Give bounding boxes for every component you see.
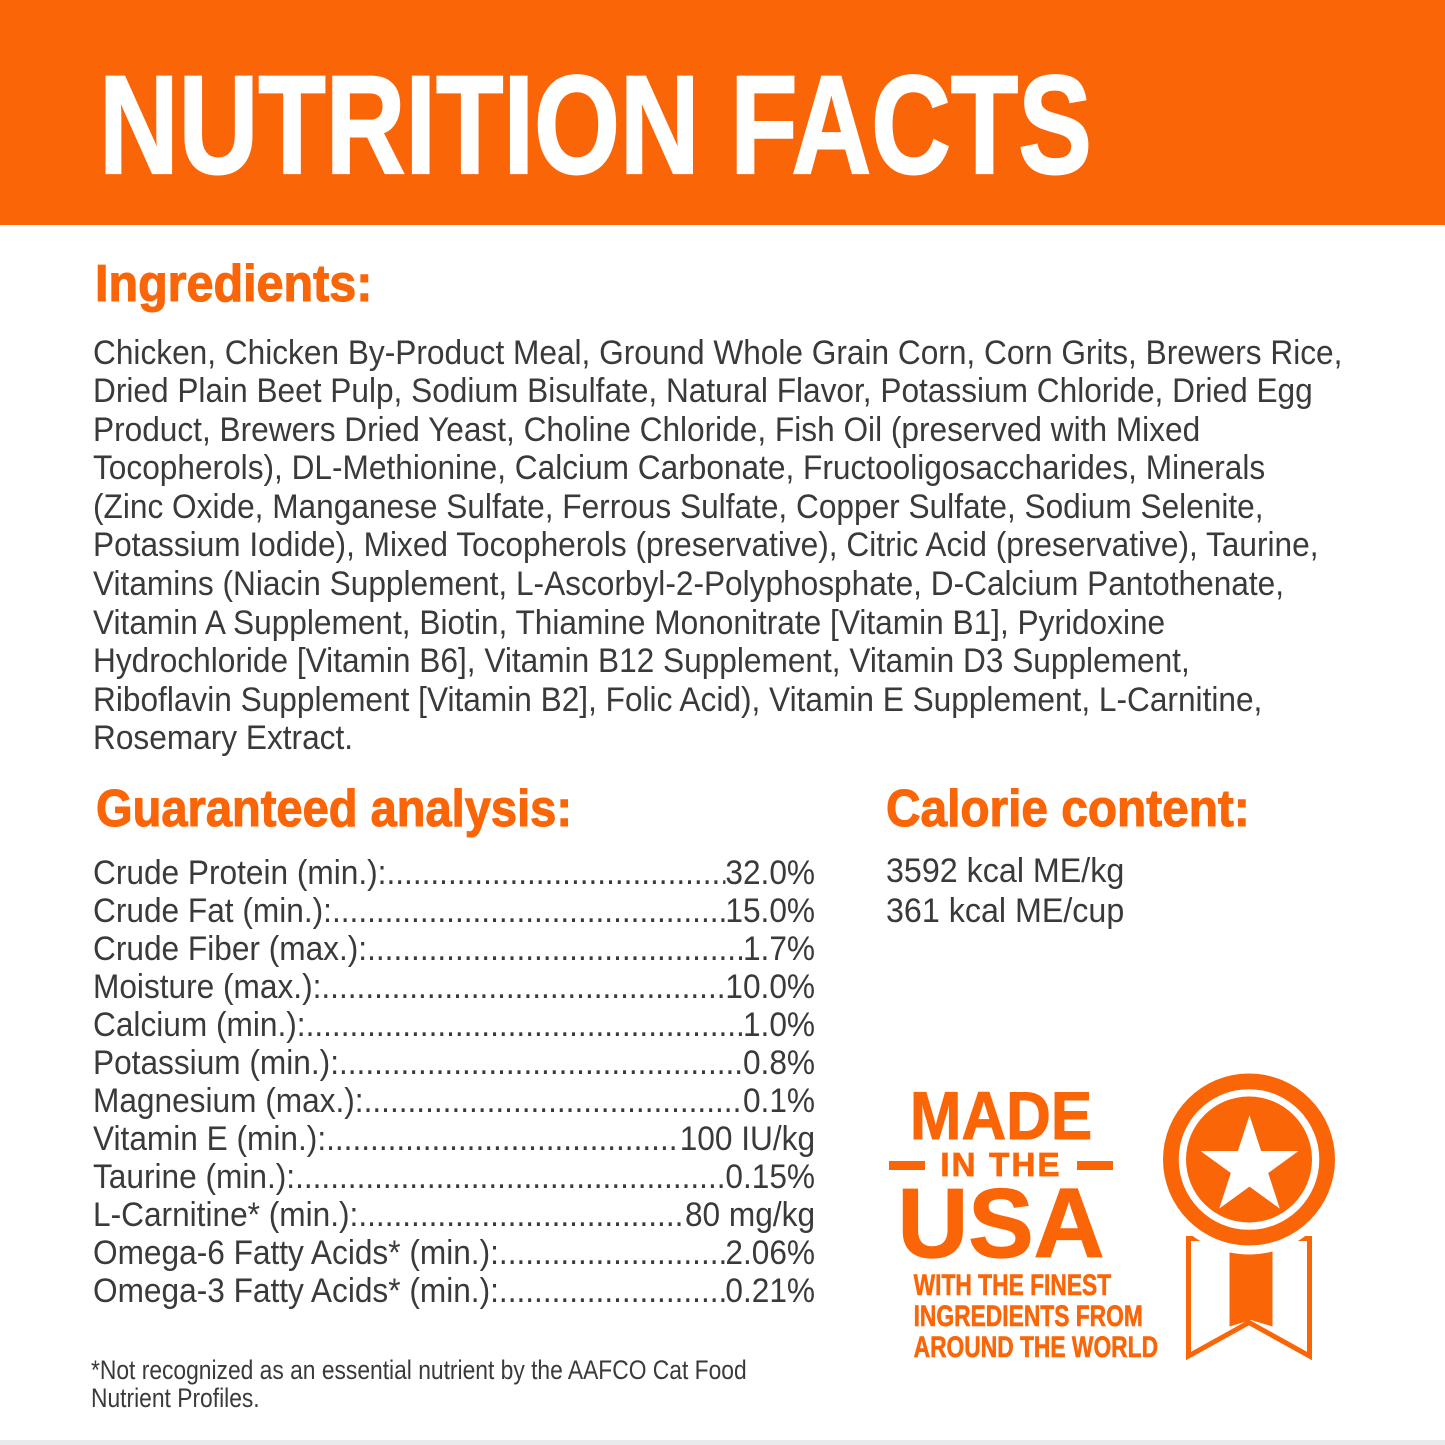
analysis-row: Calcium (min.): 1.0% xyxy=(93,1006,815,1044)
calorie-line: 3592 kcal ME/kg xyxy=(886,852,1125,890)
analysis-value: 32.0% xyxy=(725,853,816,892)
made-in-usa-inthe-row: IN THE xyxy=(886,1148,1116,1181)
footnote: *Not recognized as an essential nutrient… xyxy=(91,1355,747,1413)
dot-leader xyxy=(321,968,725,1006)
analysis-label: Omega-6 Fatty Acids* (min.): xyxy=(93,1233,499,1272)
ingredients-line: Product, Brewers Dried Yeast, Choline Ch… xyxy=(93,410,1201,449)
analysis-row: Taurine (min.): 0.15% xyxy=(93,1158,815,1196)
bottom-edge-strip xyxy=(0,1440,1445,1445)
analysis-label: Taurine (min.): xyxy=(93,1157,296,1196)
award-ribbon-star-icon xyxy=(1163,1073,1335,1361)
analysis-row: Vitamin E (min.): 100 IU/kg xyxy=(93,1120,815,1158)
guaranteed-analysis-heading: Guaranteed analysis: xyxy=(96,780,573,838)
dot-leader xyxy=(339,1044,743,1082)
analysis-value: 1.7% xyxy=(742,929,816,968)
analysis-row: Crude Fiber (max.): 1.7% xyxy=(93,930,815,968)
made-in-usa-word-made: MADE xyxy=(909,1078,1093,1154)
ingredients-line: Dried Plain Beet Pulp, Sodium Bisulfate,… xyxy=(93,372,1313,411)
dot-leader xyxy=(386,854,725,892)
analysis-value: 0.15% xyxy=(725,1157,816,1196)
analysis-label: Crude Fiber (max.): xyxy=(93,929,368,968)
ingredients-line: Rosemary Extract. xyxy=(93,719,354,758)
ingredients-line: Riboflavin Supplement [Vitamin B2], Foli… xyxy=(93,680,1263,719)
calorie-content-heading: Calorie content: xyxy=(885,780,1250,838)
ingredients-line: Vitamins (Niacin Supplement, L-Ascorbyl-… xyxy=(93,565,1285,604)
made-in-usa-word-inthe: IN THE xyxy=(940,1146,1062,1183)
calorie-line: 361 kcal ME/cup xyxy=(886,892,1125,930)
analysis-value: 0.8% xyxy=(742,1043,816,1082)
analysis-row: Omega-3 Fatty Acids* (min.): 0.21% xyxy=(93,1272,815,1310)
ingredients-line: Hydrochloride [Vitamin B6], Vitamin B12 … xyxy=(93,642,1190,681)
made-in-usa-subline: AROUND THE WORLD xyxy=(913,1331,1159,1364)
analysis-value: 80 mg/kg xyxy=(684,1195,816,1234)
dot-leader xyxy=(364,1082,743,1120)
guaranteed-analysis-table: Crude Protein (min.): 32.0% Crude Fat (mi… xyxy=(93,854,815,1311)
analysis-value: 15.0% xyxy=(725,891,816,930)
analysis-row: L-Carnitine* (min.): 80 mg/kg xyxy=(93,1196,815,1234)
made-in-usa-subtext: WITH THE FINEST INGREDIENTS FROM AROUND … xyxy=(886,1269,1159,1364)
dot-leader xyxy=(332,892,725,930)
dot-leader xyxy=(306,1006,743,1044)
footnote-line: Nutrient Profiles. xyxy=(91,1382,260,1413)
analysis-label: Crude Protein (min.): xyxy=(93,853,387,892)
footnote-line: *Not recognized as an essential nutrient… xyxy=(91,1355,747,1385)
ingredients-line: Chicken, Chicken By-Product Meal, Ground… xyxy=(93,333,1343,372)
dot-leader xyxy=(326,1120,680,1158)
analysis-label: Moisture (max.): xyxy=(93,967,322,1006)
analysis-row: Moisture (max.): 10.0% xyxy=(93,968,815,1006)
dot-leader xyxy=(499,1272,725,1310)
analysis-row: Omega-6 Fatty Acids* (min.): 2.06% xyxy=(93,1234,815,1272)
analysis-row: Crude Fat (min.): 15.0% xyxy=(93,892,815,930)
analysis-value: 10.0% xyxy=(725,967,816,1006)
made-in-usa-word-usa: USA xyxy=(897,1168,1105,1278)
calorie-content-values: 3592 kcal ME/kg 361 kcal ME/cup xyxy=(886,851,1124,931)
ingredients-heading: Ingredients: xyxy=(94,255,373,313)
dot-leader xyxy=(367,930,743,968)
analysis-label: Crude Fat (min.): xyxy=(93,891,332,930)
ingredients-line: Vitamin A Supplement, Biotin, Thiamine M… xyxy=(93,603,1166,642)
analysis-label: Calcium (min.): xyxy=(93,1005,306,1044)
analysis-value: 0.1% xyxy=(742,1081,816,1120)
ingredients-paragraph: Chicken, Chicken By-Product Meal, Ground… xyxy=(93,334,1342,759)
analysis-value: 0.21% xyxy=(725,1272,816,1311)
ingredients-line: Potassium Iodide), Mixed Tocopherols (pr… xyxy=(93,526,1319,565)
analysis-value: 100 IU/kg xyxy=(679,1119,816,1158)
banner-title: NUTRITION FACTS xyxy=(98,46,1093,203)
nutrition-facts-banner: NUTRITION FACTS xyxy=(0,0,1445,225)
analysis-label: Potassium (min.): xyxy=(93,1043,339,1082)
analysis-label: Omega-3 Fatty Acids* (min.): xyxy=(93,1272,499,1311)
analysis-value: 2.06% xyxy=(725,1233,816,1272)
made-in-usa-subline: INGREDIENTS FROM xyxy=(913,1300,1143,1333)
analysis-row: Magnesium (max.): 0.1% xyxy=(93,1082,815,1120)
dash-icon xyxy=(1076,1161,1113,1170)
dash-icon xyxy=(889,1161,926,1170)
made-in-usa-subline: WITH THE FINEST xyxy=(913,1269,1112,1302)
dot-leader xyxy=(499,1234,725,1272)
dot-leader xyxy=(358,1196,685,1234)
analysis-label: L-Carnitine* (min.): xyxy=(93,1195,359,1234)
analysis-row: Crude Protein (min.): 32.0% xyxy=(93,854,815,892)
analysis-row: Potassium (min.): 0.8% xyxy=(93,1044,815,1082)
dot-leader xyxy=(295,1158,725,1196)
ingredients-line: Tocopherols), DL-Methionine, Calcium Car… xyxy=(93,449,1266,488)
ingredients-line: (Zinc Oxide, Manganese Sulfate, Ferrous … xyxy=(93,487,1264,526)
analysis-label: Magnesium (max.): xyxy=(93,1081,364,1120)
analysis-value: 1.0% xyxy=(742,1005,816,1044)
analysis-label: Vitamin E (min.): xyxy=(93,1119,327,1158)
